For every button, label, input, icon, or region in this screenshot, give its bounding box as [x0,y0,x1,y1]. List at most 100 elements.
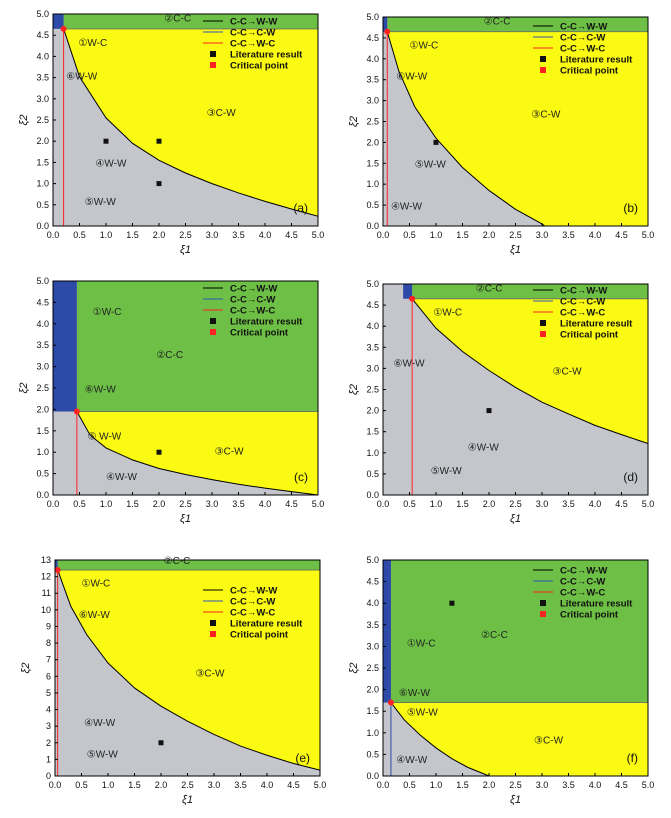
x-tick-label: 4.0 [589,780,602,790]
region-label: ④W-W [95,159,127,170]
region-label: ⑤W-W [431,466,463,477]
region-cw [76,411,318,495]
y-tick-label: 0 [46,771,51,781]
panel-e: ②C-C ①W-C ⑥W-W ③C-W ④W-W ⑤W-W 0.0 0.5 1.0 1.5 2.0 2… [20,555,326,806]
y-tick-label: 5.0 [366,555,379,565]
legend-entry-label: Critical point [230,61,289,72]
y-tick-label: 2.5 [366,117,379,127]
x-tick-label: 3.0 [536,780,549,790]
region-cc [57,560,320,570]
x-tick-label: 0.0 [377,230,390,240]
panel-f: ①W-C ②C-C ⑥W-W ⑤W-W ③C-W ④W-W 0.0 0.5 1.0 1.5 2.0 2… [348,555,654,806]
region-label: ⑥W-W [66,72,98,83]
region-wc [55,560,58,570]
x-tick-label: 4.0 [589,499,602,509]
y-tick-label: 1.5 [366,158,379,168]
legend-entry-label: C-C→W-W [560,566,607,577]
y-tick-label: 3.5 [36,73,49,83]
region-cc [390,560,648,703]
x-tick-label: 2.0 [155,780,168,790]
y-tick-label: 4 [46,705,51,715]
x-tick-label: 4.0 [259,230,272,240]
critical-point [60,25,67,32]
y-tick-label: 0.5 [366,469,379,479]
x-tick-label: 3.5 [232,230,245,240]
legend-entry-label: Literature result [230,619,303,630]
y-tick-label: 3.0 [366,641,379,651]
x-axis-label: ξ1 [510,244,521,256]
legend-entry-label: C-C→W-W [230,586,277,597]
x-tick-label: 2.5 [509,780,522,790]
x-tick-label: 0.5 [403,499,416,509]
y-tick-label: 9 [46,621,51,631]
y-axis-label: ξ2 [348,116,360,127]
y-tick-label: 2.0 [366,137,379,147]
x-tick-label: 4.5 [615,499,628,509]
x-tick-label: 5.0 [642,499,655,509]
region-label: ④W-W [106,472,138,483]
y-tick-label: 3.0 [36,362,49,372]
region-cc [387,17,648,32]
y-tick-label: 2.5 [366,663,379,673]
x-tick-label: 3.0 [206,230,219,240]
x-tick-label: 5.0 [312,230,325,240]
y-tick-label: 4.5 [36,297,49,307]
y-tick-label: 1.5 [366,427,379,437]
x-tick-label: 2.5 [181,780,194,790]
y-tick-label: 5.0 [366,279,379,289]
y-tick-label: 2.5 [36,383,49,393]
y-tick-label: 2.0 [36,404,49,414]
x-tick-label: 1.5 [456,499,469,509]
region-label: ②C-C [164,14,191,25]
y-tick-label: 1.0 [36,179,49,189]
region-wc [383,17,388,32]
legend-entry-label: C-C→C-W [230,295,275,306]
y-tick-label: 2.5 [366,385,379,395]
region-cw [412,298,648,444]
y-tick-label: 2 [46,738,51,748]
region-label: ③C-W [531,109,561,120]
legend-square-swatch [540,67,546,73]
region-wc [53,14,64,29]
region-label: ①W-C [93,307,122,318]
y-tick-label: 1.0 [366,448,379,458]
region-label: ⑤W-W [85,197,117,208]
x-tick-label: 3.5 [234,780,247,790]
y-tick-label: 4.5 [366,300,379,310]
region-label: ⑥W-W [85,384,117,395]
region-label: ④W-W [468,443,500,454]
legend-entry-label: Critical point [230,630,289,641]
region-label: ⑥W-W [399,688,431,699]
y-tick-label: 4.0 [366,598,379,608]
panel-label: (d) [623,470,638,484]
region-wc [53,281,77,412]
region-label: ①W-C [82,579,111,590]
literature-point [158,740,164,746]
x-tick-label: 1.0 [100,499,113,509]
x-tick-label: 5.0 [642,230,655,240]
legend-entry-label: Literature result [230,317,303,328]
legend-square-swatch [210,62,216,68]
y-tick-label: 7 [46,655,51,665]
x-tick-label: 0.0 [49,780,62,790]
x-tick-label: 3.5 [562,230,575,240]
literature-point [433,139,439,145]
region-label: ⑤W-W [407,708,439,719]
x-tick-label: 4.5 [615,780,628,790]
y-tick-label: 2.0 [366,406,379,416]
x-tick-label: 4.5 [615,230,628,240]
y-axis-label: ξ2 [18,382,30,393]
y-axis-label: ξ2 [18,114,30,125]
region-label: ③C-W [553,367,583,378]
region-wc [403,284,413,299]
x-axis-label: ξ1 [180,513,191,525]
legend-square-swatch [540,600,546,606]
x-tick-label: 5.0 [312,499,325,509]
y-tick-label: 2.0 [366,685,379,695]
y-tick-label: 8 [46,638,51,648]
y-axis-label: ξ2 [348,384,360,395]
y-tick-label: 4.0 [36,319,49,329]
region-label: ①W-C [407,638,436,649]
y-tick-label: 6 [46,671,51,681]
